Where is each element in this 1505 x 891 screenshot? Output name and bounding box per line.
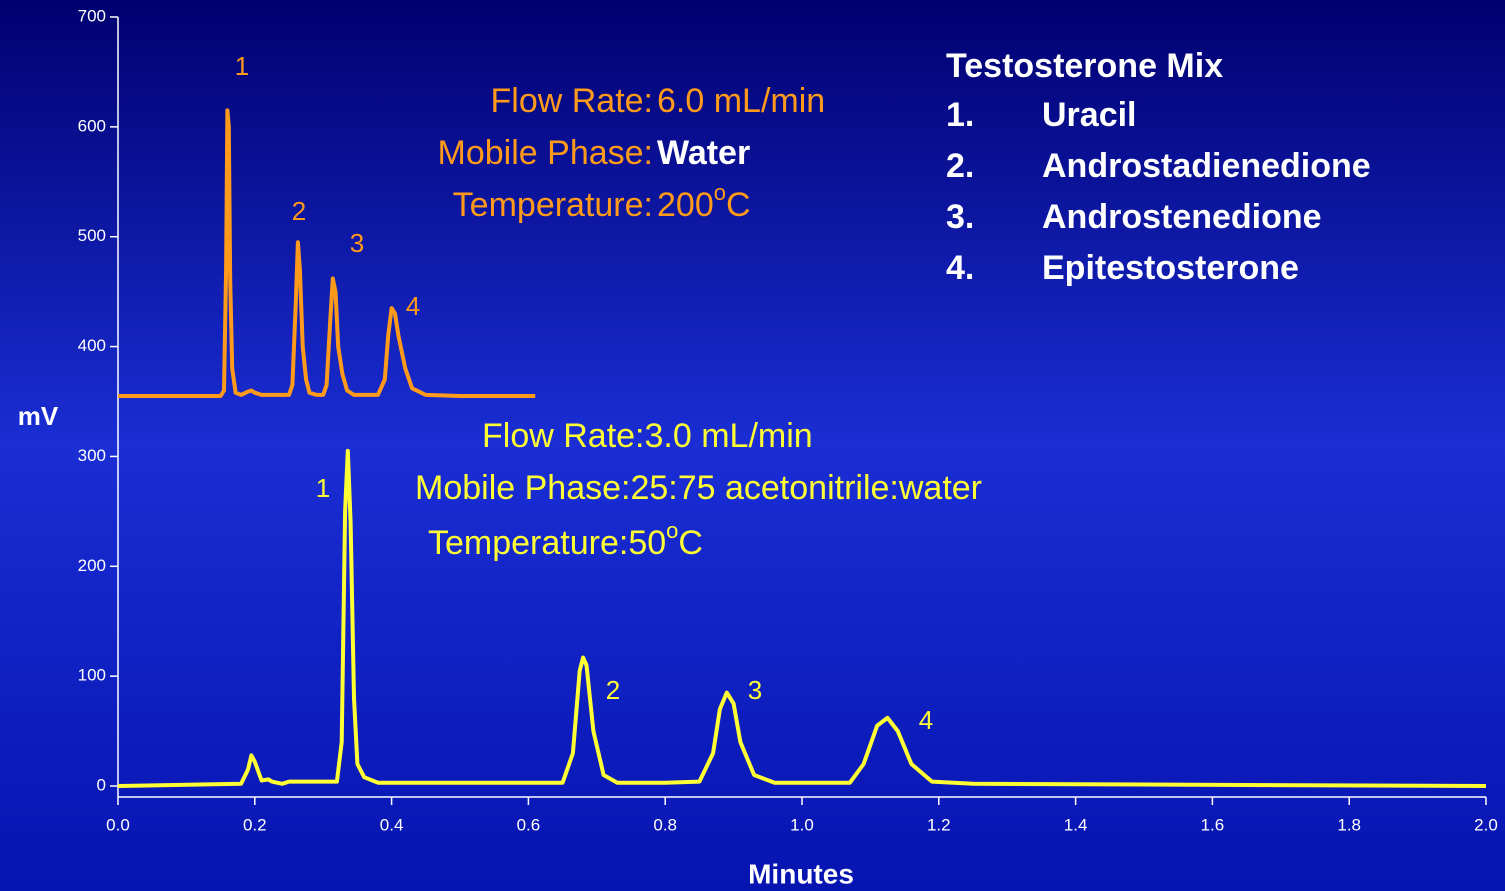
y-tick-label: 300 <box>78 446 106 465</box>
condition-value-text: 200 <box>657 186 714 224</box>
x-tick-label: 0.6 <box>517 815 541 834</box>
condition: Temperature:50oC <box>428 518 703 562</box>
legend-name: Uracil <box>1042 96 1137 134</box>
y-tick-label: 700 <box>78 6 106 25</box>
x-tick-label: 1.0 <box>790 815 814 834</box>
condition-label: Temperature: <box>453 186 653 224</box>
condition-sup: o <box>666 518 678 543</box>
condition-sup: o <box>714 180 726 205</box>
condition-label: Mobile Phase: <box>438 134 653 172</box>
condition-unit: C <box>678 524 703 562</box>
condition-text: Temperature:50 <box>428 524 666 562</box>
y-axis-label: mV <box>18 401 59 431</box>
x-tick-label: 2.0 <box>1474 815 1498 834</box>
peak-label: 2 <box>606 675 620 705</box>
peak-label: 4 <box>406 291 420 321</box>
x-tick-label: 1.2 <box>927 815 951 834</box>
legend-title: Testosterone Mix <box>946 47 1223 85</box>
x-tick-label: 1.6 <box>1201 815 1225 834</box>
legend-number: 2. <box>946 147 974 185</box>
y-tick-label: 0 <box>97 775 106 794</box>
condition-value: Water <box>657 134 750 172</box>
chromatogram-line <box>117 448 1487 788</box>
x-tick-label: 0.8 <box>653 815 677 834</box>
peak-label: 2 <box>292 196 306 226</box>
x-tick-label: 0.4 <box>380 815 404 834</box>
legend-name: Epitestosterone <box>1042 249 1299 287</box>
condition: Mobile Phase:25:75 acetonitrile:water <box>415 469 982 507</box>
x-tick-label: 0.0 <box>106 815 130 834</box>
y-tick-label: 400 <box>78 336 106 355</box>
peak-label: 3 <box>748 675 762 705</box>
condition-value-text: 6.0 mL/min <box>657 82 825 120</box>
y-tick-label: 500 <box>78 226 106 245</box>
peak-label: 1 <box>316 473 330 503</box>
condition-value: 200oC <box>657 180 751 224</box>
peak-label: 4 <box>919 705 933 735</box>
y-tick-label: 200 <box>78 556 106 575</box>
y-tick-label: 100 <box>78 666 106 685</box>
x-tick-label: 0.2 <box>243 815 267 834</box>
legend-name: Androstadienedione <box>1042 147 1371 185</box>
peak-label: 1 <box>235 51 249 81</box>
x-tick-label: 1.4 <box>1064 815 1088 834</box>
condition-value: 6.0 mL/min <box>657 82 825 120</box>
condition-label: Flow Rate: <box>491 82 654 120</box>
chromatogram-line <box>118 108 536 398</box>
legend-number: 3. <box>946 198 974 236</box>
x-axis-label: Minutes <box>748 858 854 889</box>
legend-name: Androstenedione <box>1042 198 1322 236</box>
legend-number: 1. <box>946 96 974 134</box>
peak-label: 3 <box>350 228 364 258</box>
y-tick-label: 600 <box>78 116 106 135</box>
condition-value-text: Water <box>657 134 750 172</box>
legend-number: 4. <box>946 249 974 287</box>
condition-text: Flow Rate:3.0 mL/min <box>482 417 813 455</box>
condition: Flow Rate:3.0 mL/min <box>482 417 813 455</box>
condition-unit: C <box>726 186 751 224</box>
x-tick-label: 1.8 <box>1337 815 1361 834</box>
condition-text: Mobile Phase:25:75 acetonitrile:water <box>415 469 982 507</box>
